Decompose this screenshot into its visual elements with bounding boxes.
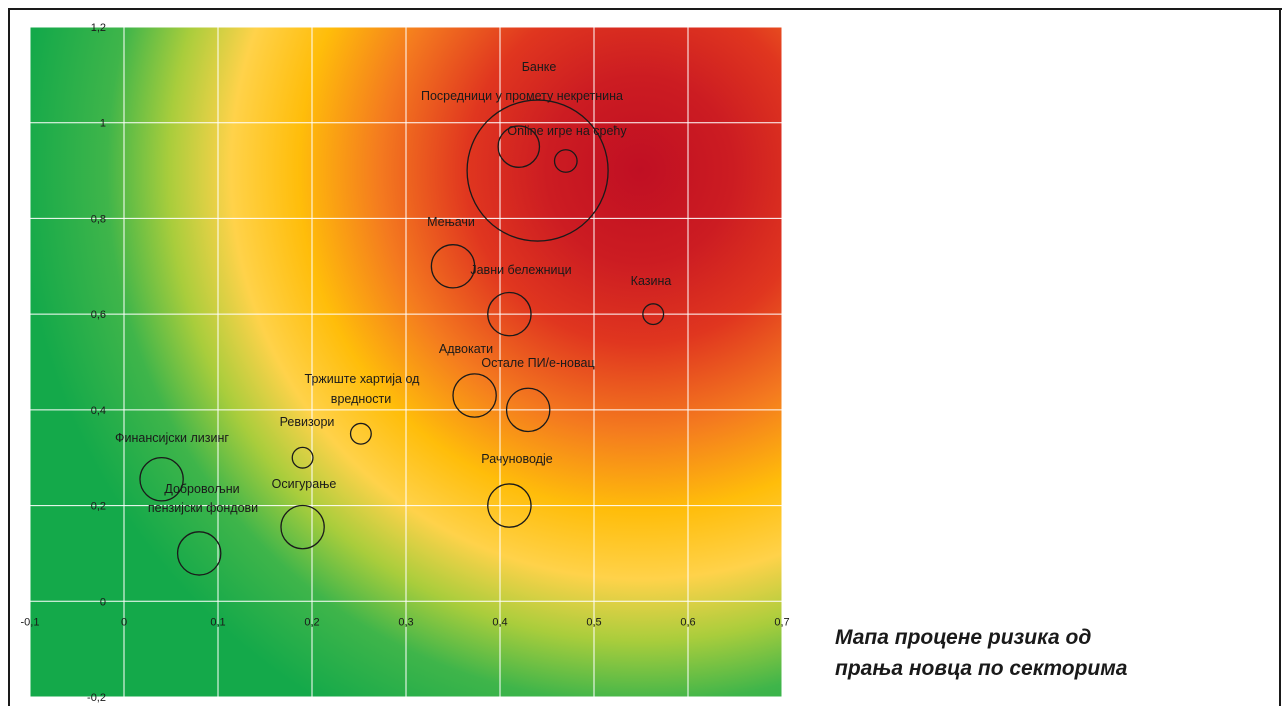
axis-tick-labels: -0,1 0 0,1 0,2 0,3 0,4 0,5 0,6 0,7 -0,2 0 0,2 0,4 0,6…	[21, 22, 790, 704]
bubble-label: Финансијски лизинг	[115, 431, 229, 445]
x-tick-label: 0,6	[680, 616, 695, 628]
bubble-label: Осигурање	[272, 477, 337, 491]
frame-left-border	[8, 8, 10, 706]
y-tick-label: -0,2	[87, 692, 106, 704]
bubble	[487, 291, 532, 337]
bubble	[291, 446, 314, 469]
chart-svg: Банке Посредници у промету некретнина Onli…	[21, 22, 790, 704]
frame-right-border	[1279, 8, 1281, 706]
grid-lines	[29, 26, 783, 698]
bubble-label: Јавни бележници	[470, 263, 571, 277]
x-tick-label: 0,1	[210, 616, 225, 628]
x-tick-label: 0	[121, 616, 127, 628]
y-tick-label: 0,8	[91, 213, 106, 225]
y-tick-label: 0,2	[91, 501, 106, 513]
bubble-label: Посредници у промету некретнина	[421, 89, 623, 103]
chart-caption: Мапа процене ризика од прања новца по се…	[835, 622, 1255, 684]
x-tick-label: 0,3	[398, 616, 413, 628]
bubble	[452, 373, 497, 418]
x-tick-label: 0,5	[586, 616, 601, 628]
x-tick-label: -0,1	[21, 616, 40, 628]
bubble-label: Банке	[522, 60, 557, 74]
y-tick-label: 1,2	[91, 22, 106, 34]
y-tick-label: 0	[100, 596, 106, 608]
x-tick-label: 0,2	[304, 616, 319, 628]
bubble-label: Казина	[631, 274, 672, 288]
y-tick-label: 0,4	[91, 405, 106, 417]
bubble-label: пензијски фондови	[148, 501, 258, 515]
frame-top-border	[8, 8, 1282, 10]
bubble-label: Остале ПИ/е-новац	[481, 356, 594, 370]
caption-line-1: Мапа процене ризика од	[835, 626, 1092, 649]
bubble-label: Online игре на срећу	[507, 124, 627, 138]
bubble	[349, 422, 372, 445]
risk-bubble-chart: Банке Посредници у промету некретнина Onli…	[21, 22, 790, 704]
bubble-label: вредности	[331, 392, 391, 406]
bubble	[642, 303, 665, 326]
bubble-label: Добровољни	[164, 482, 239, 496]
bubble	[505, 387, 551, 433]
bubble	[466, 99, 609, 242]
bubble-label: Адвокати	[439, 342, 493, 356]
bubble	[430, 244, 476, 289]
bubble-labels: Банке Посредници у промету некретнина Onli…	[115, 60, 671, 515]
bubble	[280, 504, 325, 550]
bubble	[487, 483, 532, 528]
bubbles	[139, 99, 665, 576]
bubble-label: Тржиште хартија од	[305, 372, 421, 386]
bubble	[553, 149, 578, 173]
caption-line-2: прања новца по секторима	[835, 657, 1128, 680]
x-tick-label: 0,4	[492, 616, 507, 628]
bubble	[139, 456, 184, 502]
bubble-label: Мењачи	[427, 215, 475, 229]
bubble	[497, 125, 541, 168]
y-tick-label: 1	[100, 118, 106, 130]
bubble-label: Ревизори	[280, 415, 335, 429]
bubble	[176, 531, 222, 576]
x-tick-label: 0,7	[774, 616, 789, 628]
bubble-label: Рачуноводје	[481, 452, 552, 466]
y-tick-label: 0,6	[91, 309, 106, 321]
